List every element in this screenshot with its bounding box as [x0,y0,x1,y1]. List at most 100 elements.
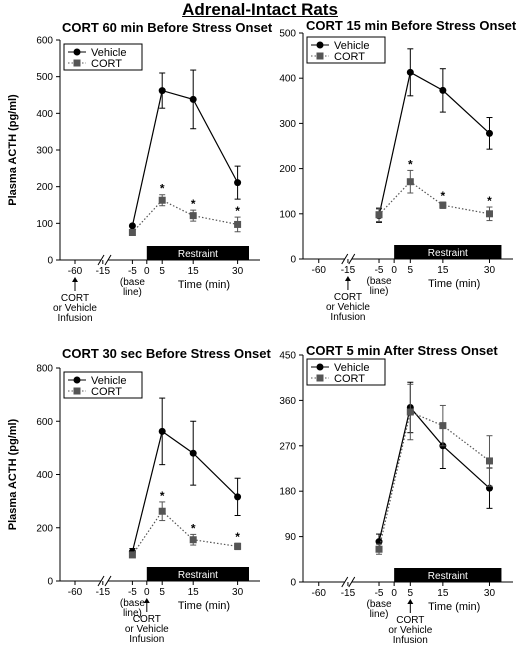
significance-star: * [235,530,240,544]
y-tick-label: 300 [36,146,53,157]
baseline-label: line) [370,286,389,297]
data-point-cort [439,201,447,209]
infusion-arrow-head [344,276,351,281]
series-line-cort [378,411,490,550]
restraint-label: Restraint [428,248,468,259]
y-tick-label: 600 [36,36,53,47]
panel-title: CORT 5 min After Stress Onset [306,343,498,358]
legend-marker-cort [73,387,81,395]
axis-break-mark [341,253,349,265]
significance-star: * [160,489,165,503]
chart-panel-2: CORT 15 min Before Stress Onset 0 100 200 30… [279,18,517,323]
data-point-cort [128,551,136,559]
infusion-label: Infusion [330,312,365,323]
x-tick-label: 30 [484,265,496,276]
x-tick-label: 0 [391,588,397,599]
restraint-bar [146,567,249,581]
legend-label-cort: CORT [91,386,122,398]
legend-label-vehicle: Vehicle [91,375,126,387]
y-tick-label: 200 [36,523,53,534]
significance-star: * [408,157,413,171]
y-tick-label: 0 [290,255,296,266]
series-line-vehicle [131,430,239,552]
x-tick-label: -5 [128,266,137,277]
y-tick-label: 360 [279,396,296,407]
chart-panel-3: CORT 30 sec Before Stress Onset Plasma AC… [7,346,271,645]
y-tick-label: 200 [279,164,296,175]
legend-marker-vehicle [73,376,81,384]
x-tick-label: 5 [408,265,414,276]
y-tick-label: 100 [279,209,296,220]
baseline-label: line) [123,608,142,619]
baseline-label: (base [120,277,145,288]
x-tick-label: 15 [188,266,200,277]
y-tick-label: 400 [36,109,53,120]
baseline-label: (base [120,598,145,609]
y-axis-label: Plasma ACTH (pg/ml) [7,418,19,530]
significance-star: * [487,194,492,208]
infusion-label: Infusion [129,634,164,645]
legend-marker-vehicle [316,363,324,371]
chart-panel-4: CORT 5 min After Stress Onset 0 90 180 270 36… [279,343,513,646]
legend-marker-vehicle [73,48,81,56]
y-tick-label: 0 [47,577,53,588]
series-line-vehicle [378,406,490,542]
legend-marker-cort [316,52,324,60]
significance-star: * [191,521,196,535]
data-point-vehicle [128,222,136,230]
legend-marker-cort [316,374,324,382]
y-tick-label: 300 [279,119,296,130]
data-point-vehicle [189,95,197,103]
y-axis-label: Plasma ACTH (pg/ml) [7,94,19,206]
data-point-cort [158,507,166,515]
restraint-label: Restraint [178,570,218,581]
data-point-cort [158,196,166,204]
legend-label-cort: CORT [334,373,365,385]
x-axis-label: Time (min) [178,600,230,612]
data-point-cort [406,408,414,416]
x-tick-label: -60 [68,266,83,277]
restraint-label: Restraint [178,249,218,260]
panel-title: CORT 15 min Before Stress Onset [306,18,517,33]
data-point-cort [406,178,414,186]
y-tick-label: 500 [279,29,296,40]
x-tick-label: -15 [96,266,111,277]
data-point-cort [189,212,197,220]
axis-break-mark [97,575,105,587]
series-line-cort [378,180,490,216]
infusion-label: or Vehicle [53,303,97,314]
baseline-label: (base [367,599,392,610]
infusion-label: CORT [61,293,89,304]
series-line-cort [131,199,238,233]
significance-star: * [160,182,165,196]
data-point-cort [485,457,493,465]
x-tick-label: -15 [96,587,111,598]
x-tick-label: -15 [341,588,356,599]
infusion-label: Infusion [393,635,428,646]
y-tick-label: 100 [36,219,53,230]
baseline-label: (base [367,276,392,287]
series-line-cort [131,510,238,556]
restraint-label: Restraint [428,571,468,582]
data-point-cort [189,536,197,544]
data-point-vehicle [234,179,242,187]
restraint-bar [394,245,502,259]
x-tick-label: 15 [437,265,449,276]
legend-marker-vehicle [316,41,324,49]
data-point-cort [234,220,242,228]
x-tick-label: -60 [68,587,83,598]
data-point-vehicle [485,129,493,137]
x-tick-label: 30 [232,587,244,598]
infusion-label: or Vehicle [326,302,370,313]
y-tick-label: 600 [36,417,53,428]
axis-break-mark [97,254,105,266]
y-tick-label: 90 [285,532,297,543]
x-tick-label: -5 [128,587,137,598]
chart-panel-1: CORT 60 min Before Stress Onset Plasma AC… [7,20,273,324]
infusion-label: Infusion [57,313,92,324]
x-axis-label: Time (min) [178,279,230,291]
infusion-arrow-head [143,598,150,603]
y-tick-label: 450 [279,351,296,362]
restraint-bar [394,568,502,582]
